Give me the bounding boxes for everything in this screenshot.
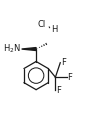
Text: Cl: Cl [37,20,46,29]
Text: F: F [61,58,66,67]
Polygon shape [22,48,36,50]
Text: F: F [68,73,72,82]
Text: H: H [51,25,58,34]
Text: F: F [56,86,61,95]
Text: H$_2$N: H$_2$N [3,43,20,55]
